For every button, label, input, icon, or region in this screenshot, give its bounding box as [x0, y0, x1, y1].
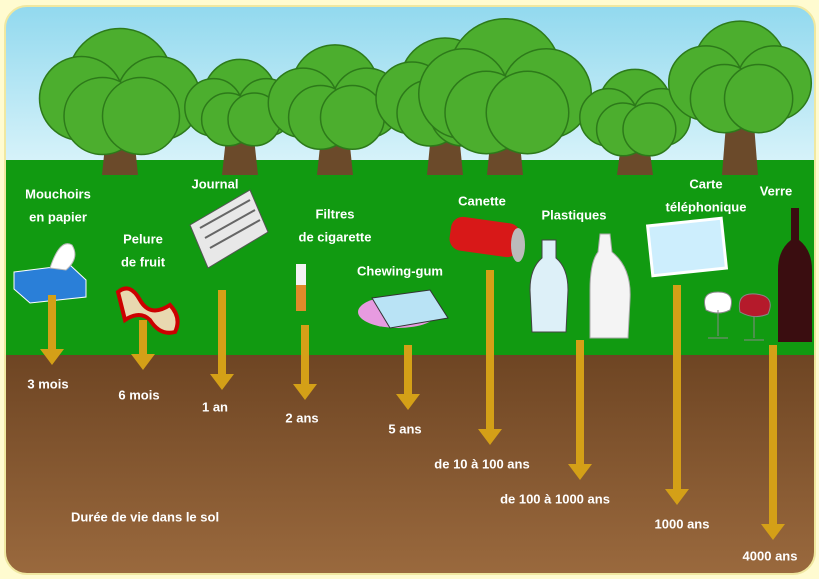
item-label: Pelure — [123, 231, 163, 246]
arrow-shaft — [673, 285, 681, 491]
tree-leaves — [623, 103, 676, 156]
can-top — [511, 228, 525, 262]
item-label: Plastiques — [541, 207, 606, 222]
duration: 1000 ans — [655, 516, 710, 531]
page: Mouchoirs en papier 3 mois Pelure de fruit 6 … — [0, 0, 819, 579]
arrow-shaft — [139, 320, 147, 356]
duration: de 100 à 1000 ans — [500, 491, 610, 506]
infographic: Mouchoirs en papier 3 mois Pelure de fruit 6 … — [0, 0, 819, 579]
duration: de 10 à 100 ans — [434, 456, 529, 471]
tree-leaves — [103, 78, 180, 155]
tree-leaves — [725, 65, 793, 133]
cigarette-filter — [296, 285, 306, 311]
duration: 5 ans — [388, 421, 421, 436]
arrow-shaft — [48, 295, 56, 351]
item-label: téléphonique — [666, 199, 747, 214]
item-label: Journal — [192, 176, 239, 191]
arrow-shaft — [218, 290, 226, 376]
duration: 6 mois — [118, 387, 159, 402]
item-label: de fruit — [121, 254, 166, 269]
arrow-shaft — [301, 325, 309, 386]
duration: 1 an — [202, 399, 228, 414]
arrow-shaft — [576, 340, 584, 466]
duration: 3 mois — [27, 376, 68, 391]
duration: 2 ans — [285, 410, 318, 425]
item-label: Carte — [689, 176, 722, 191]
phone-card — [648, 218, 727, 275]
arrow-shaft — [404, 345, 412, 396]
tree-leaves — [486, 71, 569, 154]
footer: Durée de vie dans le sol — [71, 509, 219, 524]
item-label: en papier — [29, 209, 87, 224]
duration: 4000 ans — [743, 548, 798, 563]
item-label: de cigarette — [299, 229, 372, 244]
tree-leaves — [321, 86, 385, 150]
item-label: Chewing-gum — [357, 263, 443, 278]
item-label: Canette — [458, 193, 506, 208]
arrow-shaft — [486, 270, 494, 431]
item-label: Filtres — [315, 206, 354, 221]
item-label: Mouchoirs — [25, 186, 91, 201]
item-label: Verre — [760, 183, 793, 198]
arrow-shaft — [769, 345, 777, 526]
